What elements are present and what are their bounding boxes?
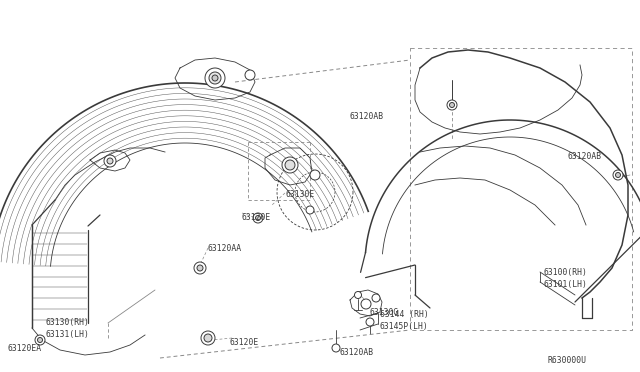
Text: 63120AA: 63120AA	[208, 244, 242, 253]
Circle shape	[212, 75, 218, 81]
Text: 63130(RH): 63130(RH)	[45, 318, 89, 327]
Text: 63120E: 63120E	[230, 338, 259, 347]
Circle shape	[209, 72, 221, 84]
Circle shape	[310, 170, 320, 180]
Circle shape	[355, 292, 362, 298]
Circle shape	[255, 215, 260, 221]
Circle shape	[613, 170, 623, 180]
Text: 63120EA: 63120EA	[8, 344, 42, 353]
Circle shape	[616, 173, 621, 177]
Circle shape	[366, 318, 374, 326]
Circle shape	[285, 160, 295, 170]
Circle shape	[35, 335, 45, 345]
Circle shape	[104, 155, 116, 167]
Circle shape	[372, 294, 380, 302]
Circle shape	[447, 100, 457, 110]
Circle shape	[361, 299, 371, 309]
Text: 63100(RH): 63100(RH)	[544, 268, 588, 277]
Circle shape	[38, 337, 42, 343]
Circle shape	[253, 213, 263, 223]
Circle shape	[194, 262, 206, 274]
Circle shape	[197, 265, 203, 271]
Text: 63145P(LH): 63145P(LH)	[380, 322, 429, 331]
Text: 63130E: 63130E	[285, 190, 314, 199]
Circle shape	[449, 103, 454, 108]
Circle shape	[282, 157, 298, 173]
Text: 63131(LH): 63131(LH)	[45, 330, 89, 339]
Circle shape	[245, 70, 255, 80]
Circle shape	[204, 334, 212, 342]
Circle shape	[332, 344, 340, 352]
Text: 63130G: 63130G	[370, 308, 399, 317]
Text: 63144 (RH): 63144 (RH)	[380, 310, 429, 319]
Circle shape	[107, 158, 113, 164]
Text: 63120AB: 63120AB	[350, 112, 384, 121]
Circle shape	[306, 206, 314, 214]
Circle shape	[201, 331, 215, 345]
Text: 63101(LH): 63101(LH)	[544, 280, 588, 289]
Text: R630000U: R630000U	[548, 356, 587, 365]
Text: 63120AB: 63120AB	[568, 152, 602, 161]
Circle shape	[205, 68, 225, 88]
Text: 63120E: 63120E	[242, 213, 271, 222]
Text: 63120AB: 63120AB	[340, 348, 374, 357]
